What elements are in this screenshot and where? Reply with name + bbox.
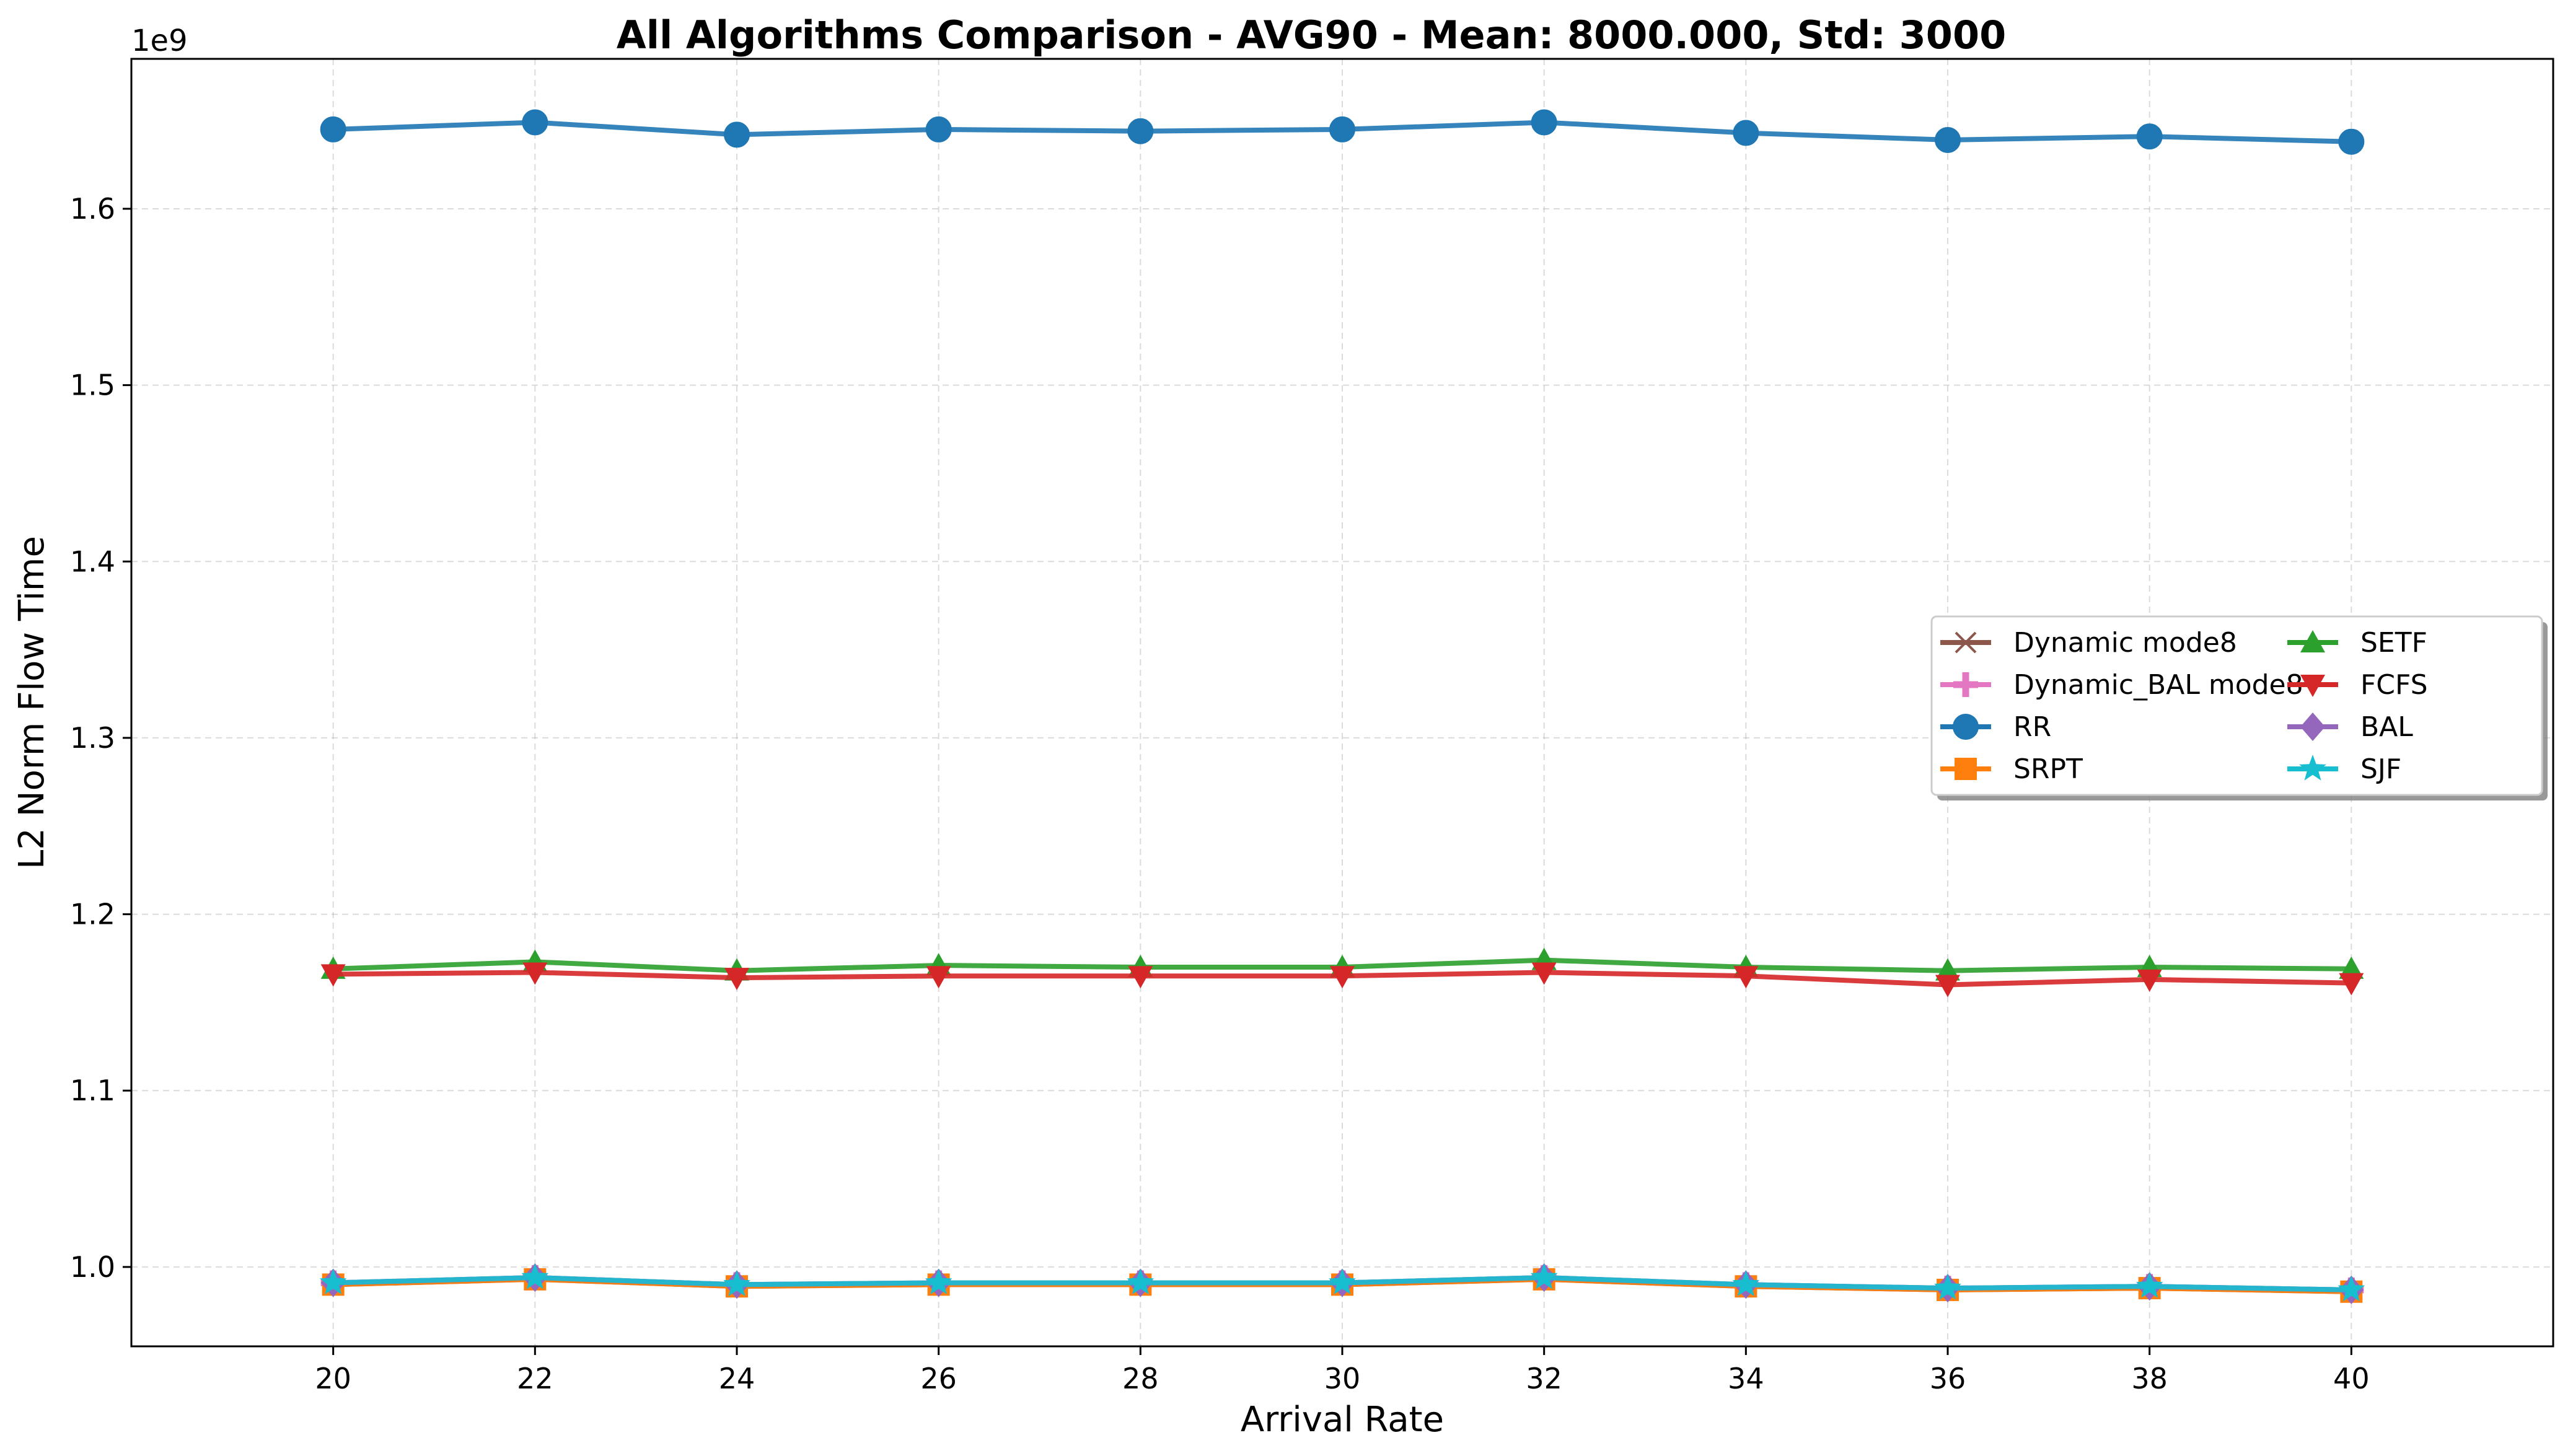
x-tick-label: 24: [719, 1362, 755, 1395]
legend-label: BAL: [2360, 711, 2413, 743]
data-point: [1531, 109, 1557, 136]
data-point: [320, 964, 346, 987]
legend-marker: [2300, 675, 2325, 697]
legend-entry: Dynamic mode8: [1940, 627, 2237, 659]
legend-marker: [1955, 631, 1977, 654]
data-point: [926, 966, 951, 989]
legend-label: FCFS: [2360, 669, 2428, 701]
data-point: [724, 121, 750, 148]
data-point: [2137, 969, 2162, 992]
data-point: [1935, 975, 1960, 998]
data-point: [2338, 128, 2365, 155]
y-tick-label: 1.0: [70, 1250, 115, 1284]
series-rr: [320, 109, 2365, 155]
legend-marker: [2299, 755, 2326, 781]
legend-label: SJF: [2360, 753, 2401, 785]
series-fcfs: [320, 962, 2364, 998]
data-point: [2136, 123, 2163, 150]
data-point: [1128, 966, 1153, 989]
legend-marker: [2300, 713, 2325, 741]
series-sjf: [319, 1263, 2365, 1302]
legend: Dynamic mode8 Dynamic_BAL mode8 RR SRPT SETF…: [1930, 615, 2548, 800]
axes: 20 22 24 26 28 30 32 34 36 38 40 1.0 1.1 1.2 1.3 1.4 1.5…: [70, 192, 2370, 1395]
legend-marker: [1955, 758, 1977, 780]
x-tick-label: 28: [1122, 1362, 1159, 1395]
data-point: [1531, 962, 1557, 985]
y-axis-label: L2 Norm Flow Time: [12, 536, 52, 869]
y-tick-label: 1.2: [70, 898, 115, 931]
data-point: [1530, 1263, 1558, 1289]
x-tick-label: 22: [517, 1362, 553, 1395]
series-layer: [319, 109, 2365, 1304]
data-point: [2338, 1275, 2365, 1302]
x-tick-label: 40: [2333, 1362, 2370, 1395]
data-point: [1732, 1270, 1760, 1296]
x-tick-label: 26: [920, 1362, 957, 1395]
legend-marker: [1953, 714, 1979, 740]
y-tick-label: 1.4: [70, 545, 115, 578]
legend-entry: SETF: [2287, 627, 2427, 659]
legend-label: RR: [2013, 711, 2051, 743]
x-tick-label: 30: [1324, 1362, 1361, 1395]
legend-label: SRPT: [2013, 753, 2083, 785]
x-tick-label: 32: [1526, 1362, 1562, 1395]
data-point: [2339, 973, 2364, 996]
legend-box: [1930, 615, 2543, 796]
legend-marker: [1953, 672, 1978, 697]
chart-title: All Algorithms Comparison - AVG90 - Mean…: [617, 12, 2006, 58]
data-point: [522, 109, 548, 136]
data-point: [1127, 1268, 1155, 1295]
data-point: [1733, 966, 1759, 989]
data-point: [925, 116, 952, 143]
legend-entry: SJF: [2287, 753, 2401, 785]
data-point: [2135, 1272, 2163, 1298]
data-point: [1935, 126, 1961, 153]
data-point: [925, 1268, 952, 1295]
x-tick-label: 20: [315, 1362, 351, 1395]
legend-label: Dynamic mode8: [2013, 627, 2237, 659]
y-tick-label: 1.6: [70, 192, 115, 226]
legend-entry: SRPT: [1940, 753, 2083, 785]
x-tick-label: 34: [1728, 1362, 1764, 1395]
data-point: [724, 968, 749, 991]
x-tick-label: 36: [1930, 1362, 1966, 1395]
data-point: [1733, 120, 1759, 146]
data-point: [1329, 1268, 1356, 1295]
data-point: [320, 116, 346, 143]
legend-entry: RR: [1940, 711, 2051, 743]
x-axis-label: Arrival Rate: [1241, 1400, 1444, 1440]
data-point: [521, 1263, 549, 1289]
legend-entry: FCFS: [2287, 669, 2428, 701]
legend-label: Dynamic_BAL mode8: [2013, 669, 2303, 701]
data-point: [1127, 118, 1154, 144]
legend-marker: [2300, 630, 2325, 652]
data-point: [1329, 116, 1355, 143]
y-tick-label: 1.5: [70, 369, 115, 402]
data-point: [723, 1270, 750, 1296]
y-tick-label: 1.3: [70, 721, 115, 755]
legend-entry: Dynamic_BAL mode8: [1940, 669, 2303, 701]
y-tick-label: 1.1: [70, 1074, 115, 1107]
legend-entry: BAL: [2287, 711, 2413, 743]
data-point: [1934, 1274, 1961, 1300]
y-axis-offset-label: 1e9: [131, 24, 188, 58]
x-tick-label: 38: [2131, 1362, 2168, 1395]
data-point: [522, 962, 548, 985]
data-point: [319, 1268, 347, 1295]
legend-label: SETF: [2360, 627, 2427, 659]
data-point: [1330, 966, 1355, 989]
